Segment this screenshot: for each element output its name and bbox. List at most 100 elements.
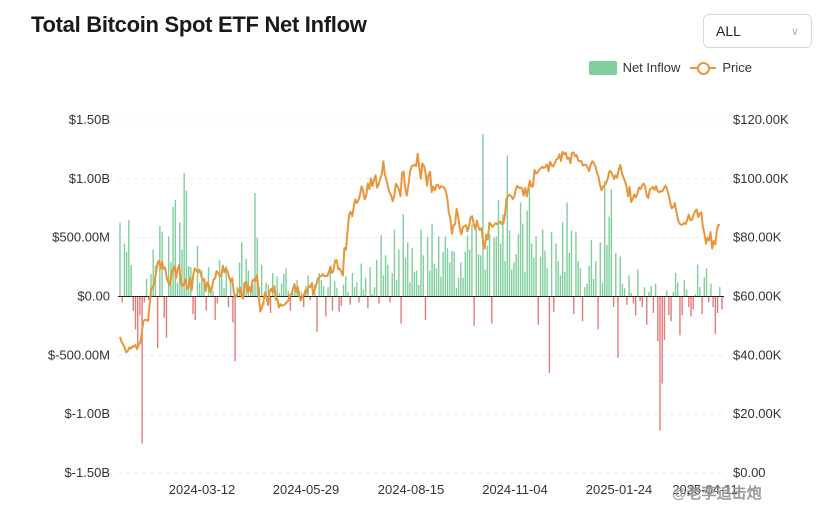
net-inflow-bar xyxy=(342,284,345,297)
legend-item-price[interactable]: Price xyxy=(690,60,752,75)
y-right-tick-label: $100.00K xyxy=(733,171,789,186)
net-inflow-bar xyxy=(340,296,343,306)
net-inflow-bar xyxy=(519,202,522,297)
net-inflow-bar xyxy=(517,234,520,297)
net-inflow-bar xyxy=(367,296,369,309)
net-inflow-bar xyxy=(694,294,697,297)
net-inflow-bar xyxy=(628,275,630,297)
net-inflow-bar xyxy=(486,245,489,297)
net-inflow-bar xyxy=(307,275,309,297)
net-inflow-bar xyxy=(265,282,267,297)
net-inflow-bar xyxy=(537,296,540,325)
net-inflow-bar xyxy=(150,274,152,297)
net-inflow-bar xyxy=(661,296,663,384)
time-range-select[interactable]: ALL ∨ xyxy=(703,14,812,48)
net-inflow-bar xyxy=(491,296,493,324)
net-inflow-bar xyxy=(212,290,214,297)
net-inflow-bar xyxy=(163,296,165,318)
y-right-tick-label: $120.00K xyxy=(733,112,789,127)
net-inflow-bar xyxy=(420,229,422,297)
net-inflow-bar xyxy=(559,275,562,297)
net-inflow-bar xyxy=(132,296,134,311)
y-right-tick-label: $80.00K xyxy=(733,230,782,245)
net-inflow-bar xyxy=(632,296,635,304)
net-inflow-bar xyxy=(513,262,515,297)
net-inflow-bar xyxy=(134,296,137,330)
net-inflow-bar xyxy=(592,278,595,297)
net-inflow-bar xyxy=(125,251,128,297)
net-inflow-bar xyxy=(302,296,305,308)
net-inflow-bar xyxy=(249,288,252,297)
net-inflow-bar xyxy=(453,251,455,297)
net-inflow-bar xyxy=(643,287,646,297)
net-inflow-bar xyxy=(371,294,374,297)
net-inflow-bar xyxy=(415,270,418,297)
net-inflow-bar xyxy=(378,296,380,304)
net-inflow-bar xyxy=(654,283,657,297)
net-inflow-bar xyxy=(584,287,586,297)
net-inflow-bar xyxy=(280,283,283,297)
net-inflow-bar xyxy=(325,296,327,317)
price-line xyxy=(119,150,721,354)
net-inflow-bar xyxy=(502,214,504,297)
net-inflow-bar xyxy=(634,296,637,316)
net-inflow-bar xyxy=(278,292,281,297)
net-inflow-bar xyxy=(272,272,274,297)
net-inflow-bar xyxy=(679,296,681,336)
net-inflow-bar xyxy=(139,296,141,316)
net-inflow-bar xyxy=(533,257,535,297)
y-left-tick-label: $-1.50B xyxy=(64,465,110,480)
net-inflow-bar xyxy=(703,277,705,297)
net-inflow-bar xyxy=(221,275,223,297)
net-inflow-bar xyxy=(701,296,703,315)
net-inflow-bar xyxy=(457,277,460,297)
net-inflow-bar xyxy=(626,296,628,305)
net-inflow-bar xyxy=(387,264,389,297)
net-inflow-bar xyxy=(586,283,588,297)
net-inflow-bar xyxy=(588,265,590,297)
net-inflow-bar xyxy=(143,296,146,303)
net-inflow-bar xyxy=(460,262,462,297)
net-inflow-bar xyxy=(683,280,686,297)
net-inflow-bar xyxy=(413,271,416,297)
net-inflow-bar xyxy=(522,223,524,297)
net-inflow-bar xyxy=(557,261,559,297)
net-inflow-bar xyxy=(229,278,232,297)
net-inflow-bar xyxy=(203,277,205,297)
net-inflow-bar xyxy=(570,230,573,297)
net-inflow-bar xyxy=(227,296,230,308)
net-inflow-bar xyxy=(194,296,196,321)
net-inflow-bar xyxy=(289,296,292,311)
net-inflow-bar xyxy=(495,236,497,297)
net-inflow-bar xyxy=(161,231,163,297)
net-inflow-bar xyxy=(128,220,130,297)
net-inflow-bar xyxy=(360,263,362,297)
net-inflow-bar xyxy=(608,216,610,297)
net-inflow-bar xyxy=(165,296,168,338)
time-range-value: ALL xyxy=(716,23,741,39)
net-inflow-bar xyxy=(331,296,334,311)
x-tick-label: 2024-08-15 xyxy=(378,482,445,497)
net-inflow-bar xyxy=(305,285,307,297)
legend-item-net-inflow[interactable]: Net Inflow xyxy=(588,60,681,75)
net-inflow-bar xyxy=(685,289,688,297)
net-inflow-bar xyxy=(692,296,694,310)
net-inflow-bar xyxy=(137,296,139,345)
net-inflow-bar xyxy=(198,282,201,297)
net-inflow-bar xyxy=(176,282,179,297)
net-inflow-bar xyxy=(400,296,402,324)
net-inflow-bar xyxy=(577,261,579,297)
net-inflow-bar xyxy=(172,207,174,297)
net-inflow-bar xyxy=(612,296,615,308)
net-inflow-bar xyxy=(681,296,683,316)
net-inflow-bar xyxy=(573,296,575,315)
net-inflow-bar xyxy=(422,255,424,297)
net-inflow-bar xyxy=(548,296,551,373)
y-right-tick-label: $40.00K xyxy=(733,347,782,362)
net-inflow-bar xyxy=(464,251,466,297)
net-inflow-bar xyxy=(497,200,500,297)
net-inflow-bar xyxy=(462,277,464,297)
legend-label-net-inflow: Net Inflow xyxy=(622,60,681,75)
net-inflow-bar xyxy=(719,287,721,297)
net-inflow-bar xyxy=(546,268,548,297)
